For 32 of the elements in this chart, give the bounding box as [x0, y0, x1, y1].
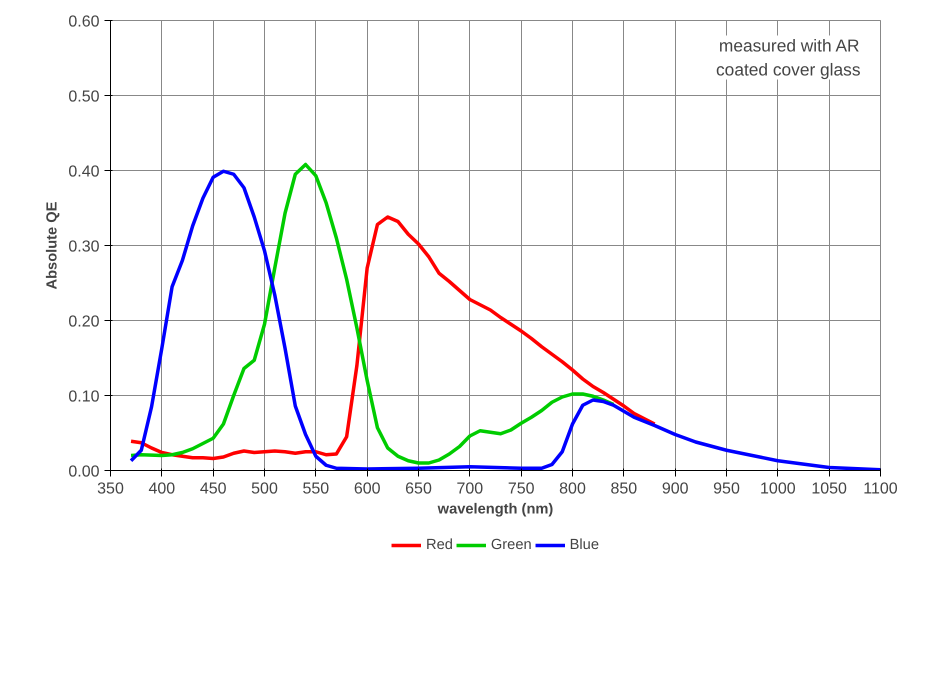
x-tick-label: 650	[405, 480, 432, 498]
x-tick-label: 500	[251, 480, 278, 498]
x-tick-label: 800	[559, 480, 586, 498]
y-tick-label: 0.20	[68, 314, 100, 330]
y-axis-title: Absolute QE	[44, 201, 60, 290]
y-tick-label: 0.30	[68, 238, 100, 256]
y-tick-label: 0.40	[68, 164, 100, 180]
legend-label: Red	[426, 537, 453, 553]
x-tick-label: 600	[354, 480, 381, 498]
x-tick-label: 450	[200, 480, 227, 498]
y-tick-label: 0.60	[68, 14, 100, 30]
legend-label: Blue	[570, 537, 599, 553]
annotation: measured with AR coated cover glass	[716, 36, 861, 80]
line-series	[129, 170, 880, 470]
x-axis-title: wavelength (nm)	[436, 502, 554, 518]
y-tick-label: 0.10	[68, 388, 100, 406]
line-series	[129, 162, 616, 465]
x-tick-label: 900	[662, 480, 689, 498]
x-tick-label: 850	[610, 480, 638, 498]
x-tick-label: 700	[456, 480, 484, 498]
y-tick-label: 0.00	[68, 464, 100, 480]
x-tick-label: 1050	[811, 480, 848, 498]
line-series	[129, 215, 656, 460]
x-tick-label: 950	[713, 480, 740, 498]
x-tick-label: 1100	[863, 480, 898, 498]
x-tick-label: 1000	[760, 480, 796, 498]
y-tick-label: 0.50	[68, 88, 100, 106]
x-tick-label: 750	[508, 480, 535, 498]
x-tick-label: 400	[148, 480, 176, 498]
x-tick-label: 550	[302, 480, 330, 498]
x-tick-label: 350	[97, 480, 124, 498]
legend-label: Green	[490, 537, 532, 553]
